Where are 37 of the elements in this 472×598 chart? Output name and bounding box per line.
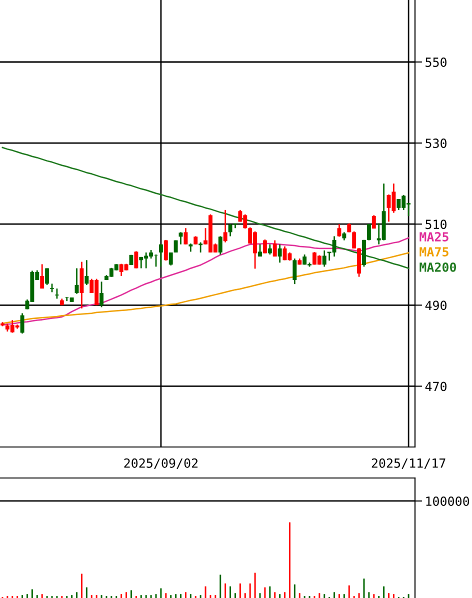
candlestick [54, 288, 59, 300]
candlestick [218, 236, 222, 256]
series-label: MA200 [420, 262, 456, 272]
candlestick [168, 252, 173, 266]
candlestick [40, 264, 44, 290]
candlestick [262, 238, 267, 254]
candlestick [20, 312, 24, 334]
y-tick-label: 550 [426, 58, 446, 67]
series-label: MA25 [420, 232, 448, 242]
candlestick [100, 280, 104, 308]
candlestick [372, 214, 376, 230]
series-label: MA75 [420, 247, 448, 257]
candlestick [158, 244, 163, 268]
candlestick [278, 244, 282, 264]
x-tick-label: 2025/09/02 [124, 458, 198, 469]
y-tick-label: 490 [425, 300, 446, 310]
candlestick [164, 239, 168, 262]
candlestick [366, 223, 371, 242]
y-tick-label: 470 [425, 382, 446, 392]
candlestick [352, 230, 356, 250]
candlestick [84, 259, 89, 286]
candlestick [258, 244, 262, 258]
candlestick [292, 258, 297, 285]
x-tick-label: 2025/11/17 [372, 458, 446, 469]
candlestick [268, 244, 272, 256]
y-tick-label: 530 [426, 138, 446, 148]
candlestick [272, 240, 277, 258]
candlestick [322, 250, 326, 268]
candlestick [337, 223, 342, 238]
candlestick [174, 240, 178, 254]
y-tick-label: 510 [426, 220, 446, 230]
candlestick [184, 227, 188, 246]
line-series [2, 146, 410, 269]
candlestick [134, 250, 138, 269]
candlestick [223, 209, 228, 244]
candlestick [45, 268, 50, 286]
y-tick-label: 100000 [426, 496, 470, 506]
